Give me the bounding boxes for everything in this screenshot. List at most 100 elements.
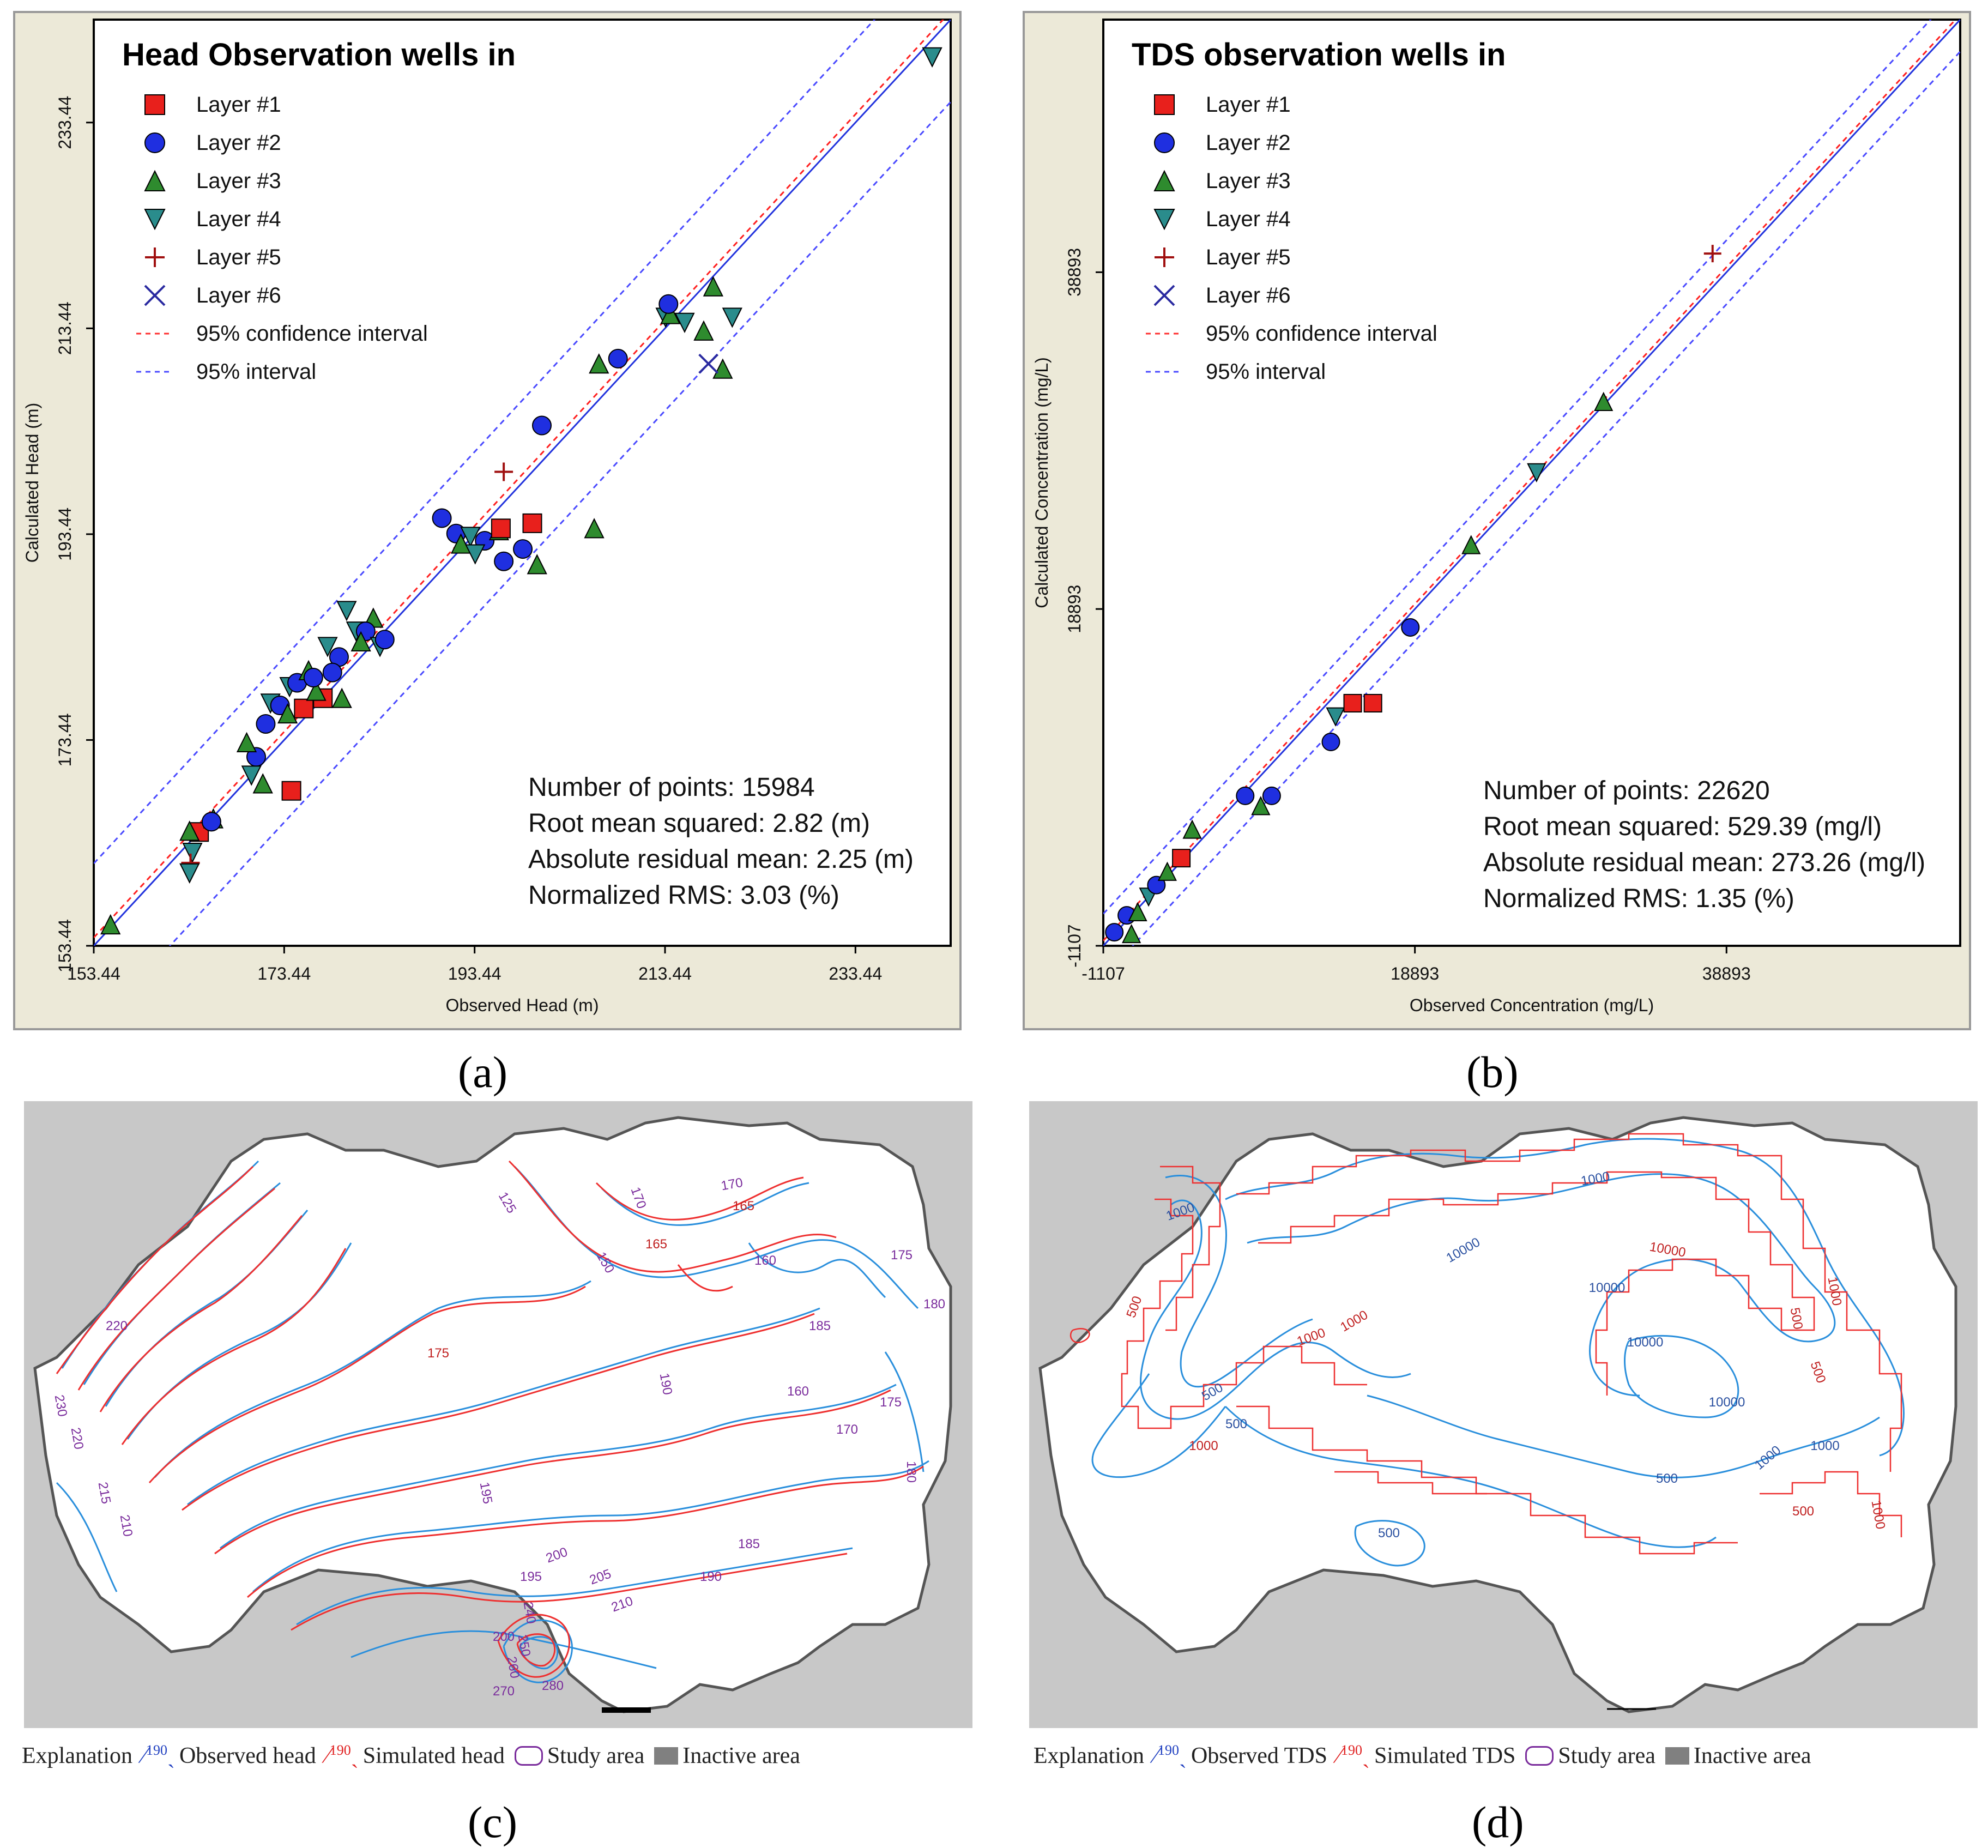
one-to-one-line — [94, 20, 951, 946]
caption-b: (b) — [1466, 1047, 1519, 1097]
legend-label: Layer #1 — [196, 93, 281, 117]
legend-study-area: Study area — [514, 1743, 644, 1769]
data-point-layer-2 — [608, 348, 628, 369]
data-point-layer-2 — [1262, 786, 1281, 805]
legend-label: Layer #4 — [196, 207, 281, 231]
stats-line: Normalized RMS: 1.35 (%) — [1483, 884, 1794, 913]
legend-marker — [144, 132, 165, 153]
x-tick-label: 153.44 — [67, 964, 120, 983]
chart-frame — [1023, 11, 1971, 1030]
contour-label: 200 — [493, 1629, 515, 1644]
data-point-layer-3 — [450, 533, 472, 554]
contour-label: 175 — [427, 1346, 449, 1361]
data-point-layer-4 — [179, 863, 200, 884]
data-point-layer-2 — [1321, 733, 1340, 752]
chart-title: Head Observation wells in — [122, 37, 516, 73]
data-point-layer-4 — [460, 527, 481, 547]
simulated-head-contours — [56, 1160, 924, 1678]
scale-bar — [602, 1707, 651, 1713]
data-point-layer-4 — [182, 842, 203, 863]
x-tick-label: 38893 — [1702, 964, 1751, 983]
data-point-layer-4 — [317, 637, 338, 657]
data-point-layer-2 — [1401, 618, 1420, 637]
contour-label: 160 — [754, 1253, 776, 1268]
x-axis-label: Observed Head (m) — [446, 995, 599, 1015]
data-point-layer-6 — [698, 353, 719, 374]
legend-marker — [144, 285, 166, 306]
legend-inactive-area: Inactive area — [1665, 1743, 1811, 1769]
data-point-layer-1 — [1172, 849, 1191, 868]
stats-line: Number of points: 22620 — [1483, 776, 1770, 805]
interval-lower-line — [168, 101, 951, 946]
chart-b: -1107-1107 18893 18893 38893 38893 Observed C… — [1023, 11, 1971, 1030]
simulated-tds-contours — [1069, 1133, 1902, 1555]
y-tick-label: 233.44 — [55, 96, 75, 149]
legend-simulated-head: ⁄190ˎ Simulated head — [325, 1742, 505, 1768]
contour-label: 10000 — [1627, 1335, 1664, 1350]
data-point-layer-3 — [331, 687, 352, 708]
contour-label: 185 — [738, 1537, 760, 1551]
data-point-layer-3 — [527, 554, 547, 575]
data-point-layer-3 — [1182, 819, 1202, 839]
data-point-layer-3 — [1461, 535, 1481, 554]
simulated-line-icon: ⁄190ˎ — [325, 1742, 359, 1768]
data-point-layer-4 — [922, 47, 942, 68]
data-point-layer-2 — [658, 294, 679, 314]
chart-a-panel: 153.44 153.44 173.44 173.44 193.44 193.44 213.… — [13, 11, 962, 1030]
interval-upper-line — [1103, 20, 1932, 915]
legend-label: Layer #6 — [1206, 283, 1291, 307]
data-point-layer-3 — [100, 914, 121, 935]
data-point-layer-2 — [374, 630, 395, 650]
interval-upper-line — [94, 20, 876, 864]
legend-study-area: Study area — [1525, 1743, 1655, 1769]
interval-lower-line — [1132, 51, 1960, 946]
data-point-layer-3 — [589, 353, 609, 374]
data-point-layer-3 — [277, 703, 298, 724]
data-point-layer-3 — [1594, 391, 1614, 412]
data-point-layer-2 — [256, 714, 276, 734]
y-tick-label: 38893 — [1065, 248, 1084, 297]
data-point-layer-4 — [1527, 463, 1546, 482]
map-d-legend: Explanation ⁄190ˎ Observed TDS ⁄190ˎ Sim… — [1034, 1742, 1811, 1769]
contour-label: 175 — [880, 1395, 902, 1410]
contour-label: 220 — [106, 1319, 128, 1333]
legend-marker — [1153, 170, 1175, 191]
legend-label: 95% interval — [196, 360, 316, 384]
simulated-line-icon: ⁄190ˎ — [1337, 1742, 1370, 1768]
data-point-layer-3 — [584, 518, 605, 539]
inactive-area-icon — [654, 1747, 679, 1765]
data-point-layer-1 — [522, 513, 542, 533]
x-axis-label: Observed Concentration (mg/L) — [1410, 995, 1654, 1015]
data-point-layer-3 — [693, 320, 714, 341]
legend-label: Layer #1 — [1206, 93, 1291, 117]
reference-lines — [1103, 20, 1960, 946]
map-c-legend: Explanation ⁄190ˎ Observed head ⁄190ˎ Si… — [22, 1742, 800, 1769]
observed-line-icon: ⁄190ˎ — [142, 1742, 175, 1768]
contour-label: 500 — [1378, 1526, 1400, 1541]
stats-line: Number of points: 15984 — [528, 773, 815, 802]
data-point-layer-3 — [252, 773, 273, 794]
data-point-layer-1 — [1343, 693, 1362, 712]
data-point-layer-3 — [712, 358, 733, 379]
caption-a: (a) — [458, 1047, 508, 1097]
legend-label: Layer #5 — [1206, 245, 1291, 269]
data-point-layer-4 — [465, 544, 486, 565]
contour-label: 190 — [700, 1569, 722, 1584]
data-point-layer-3 — [236, 732, 257, 752]
contour-label: 500 — [1225, 1417, 1247, 1432]
confidence-interval-line — [94, 20, 945, 938]
y-axis-label: Calculated Concentration (mg/L) — [1032, 357, 1052, 608]
y-axis-label: Calculated Head (m) — [22, 403, 42, 563]
y-tick-label: 213.44 — [55, 301, 75, 355]
x-tick-label: 193.44 — [448, 964, 501, 983]
x-tick-label: -1107 — [1081, 964, 1125, 983]
observed-line-icon: ⁄190ˎ — [1153, 1742, 1187, 1768]
data-point-layer-3 — [703, 276, 723, 297]
contour-label: 170 — [836, 1422, 858, 1437]
y-tick-label: 193.44 — [55, 508, 75, 561]
data-point-layer-5 — [494, 462, 513, 481]
data-point-layer-2 — [513, 539, 533, 559]
legend-marker — [1153, 209, 1175, 231]
chart-frame — [13, 11, 962, 1030]
